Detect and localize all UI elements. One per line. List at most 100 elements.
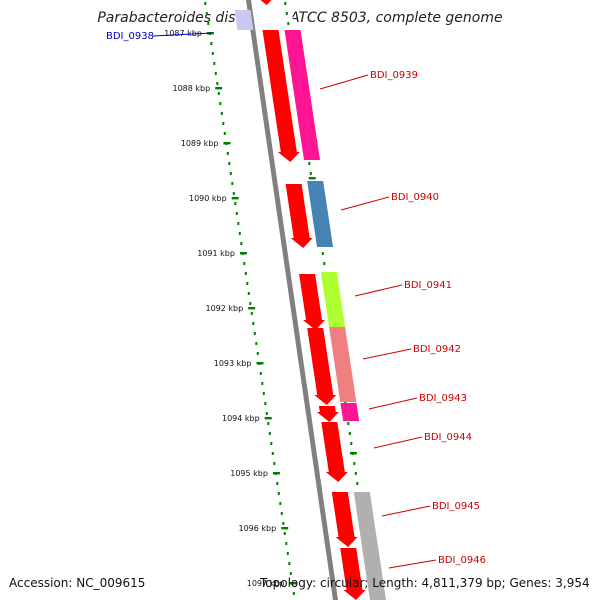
gene-label[interactable]: BDI_0942: [413, 344, 461, 355]
axis-dot: [232, 192, 235, 195]
axis-dot: [354, 472, 357, 475]
axis-dot: [267, 422, 270, 425]
axis-dot: [246, 282, 249, 285]
tick-label: 1096 kbp: [238, 524, 276, 533]
leader-line: [373, 436, 423, 449]
axis-dot: [289, 572, 292, 575]
axis-dot: [284, 2, 287, 5]
genome-title: Parabacteroides distasonis ATCC 8503, co…: [97, 10, 503, 26]
tick-mark: [239, 252, 247, 255]
axis-dot: [247, 292, 250, 295]
tick-mark: [215, 87, 223, 90]
tick-label: 1089 kbp: [181, 139, 219, 148]
tick-label: 1088 kbp: [172, 84, 210, 93]
axis-dot: [282, 522, 285, 525]
gene-label[interactable]: BDI_0939: [370, 70, 418, 81]
axis-dot: [205, 12, 208, 15]
gene-block-bdi-0943: [340, 403, 360, 421]
axis-dot: [222, 122, 225, 125]
gene-label-group: BDI_0938 BDI_0939 BDI_0940 BDI_0941 BDI_0942…: [106, 31, 486, 569]
axis-dot: [280, 512, 283, 515]
axis-dot: [217, 92, 220, 95]
axis-dot: [219, 102, 222, 105]
leader-line: [381, 505, 431, 517]
axis-dot: [292, 592, 295, 595]
gene-label[interactable]: BDI_0946: [438, 555, 486, 566]
axis-dot: [270, 442, 273, 445]
axis-dot: [256, 352, 259, 355]
cds-arrow: [340, 548, 366, 600]
genome-backbone: [246, 0, 338, 600]
tick-label: 1087 kbp: [164, 29, 202, 38]
tick-mark: [281, 527, 289, 530]
axis-dot: [277, 492, 280, 495]
tick-mark: [264, 417, 272, 420]
tick-label: 1095 kbp: [230, 469, 268, 478]
gene-block-bdi-0946: [362, 548, 386, 600]
axis-dot: [228, 162, 231, 165]
outer-tick-mark: [308, 177, 316, 180]
cds-arrow: [331, 492, 358, 547]
axis-dot: [244, 272, 247, 275]
axis-dot: [204, 2, 207, 5]
leader-line: [388, 559, 437, 569]
axis-dot: [321, 252, 324, 255]
axis-dot: [287, 22, 290, 25]
gene-block-bdi-0938: [234, 10, 254, 30]
backbone-group: [246, 0, 338, 600]
axis-dot: [226, 152, 229, 155]
axis-dot: [234, 202, 237, 205]
tick-label: 1090 kbp: [189, 194, 227, 203]
axis-dot: [264, 402, 267, 405]
axis-dot: [271, 452, 274, 455]
gene-block-bdi-0942: [329, 327, 357, 402]
gene-label[interactable]: BDI_0945: [432, 501, 480, 512]
axis-dot: [323, 262, 326, 265]
axis-dot: [240, 242, 243, 245]
axis-dot: [285, 12, 288, 15]
cds-arrow: [321, 422, 348, 482]
leader-line: [354, 284, 403, 297]
gene-label[interactable]: BDI_0941: [404, 280, 452, 291]
axis-dot: [309, 172, 312, 175]
tick-label: 1092 kbp: [205, 304, 243, 313]
axis-dot: [286, 552, 289, 555]
gene-label[interactable]: BDI_0938: [106, 31, 154, 42]
cds-arrow: [285, 184, 313, 248]
leader-line: [319, 74, 369, 90]
axis-dot: [276, 482, 279, 485]
axis-dot: [229, 172, 232, 175]
tick-label: 1094 kbp: [222, 414, 260, 423]
gene-block-bdi-0939: [284, 30, 320, 160]
leader-line: [368, 397, 418, 410]
axis-dot: [279, 502, 282, 505]
axis-dot: [308, 162, 311, 165]
axis-dot: [288, 562, 291, 565]
tick-label: 1091 kbp: [197, 249, 235, 258]
leader-line: [152, 32, 213, 37]
axis-dot: [348, 432, 351, 435]
tick-label: 1097 kbp: [247, 579, 285, 588]
axis-dot: [216, 82, 219, 85]
axis-dot: [252, 322, 255, 325]
cds-arrow: [258, 0, 274, 5]
axis-dot: [353, 462, 356, 465]
axis-dot: [211, 52, 214, 55]
tick-mark: [272, 472, 280, 475]
gene-label[interactable]: BDI_0943: [419, 393, 467, 404]
gene-label[interactable]: BDI_0940: [391, 192, 439, 203]
axis-dot: [350, 442, 353, 445]
feature-group: [234, 10, 386, 600]
axis-dot: [268, 432, 271, 435]
axis-dot: [250, 312, 253, 315]
tick-label: 1093 kbp: [214, 359, 252, 368]
axis-dot: [283, 532, 286, 535]
gene-label[interactable]: BDI_0944: [424, 432, 472, 443]
axis-dot: [273, 462, 276, 465]
axis-dot: [356, 482, 359, 485]
axis-dot: [213, 62, 216, 65]
axis-dot: [214, 72, 217, 75]
axis-dot: [207, 22, 210, 25]
cds-arrow: [316, 406, 339, 422]
